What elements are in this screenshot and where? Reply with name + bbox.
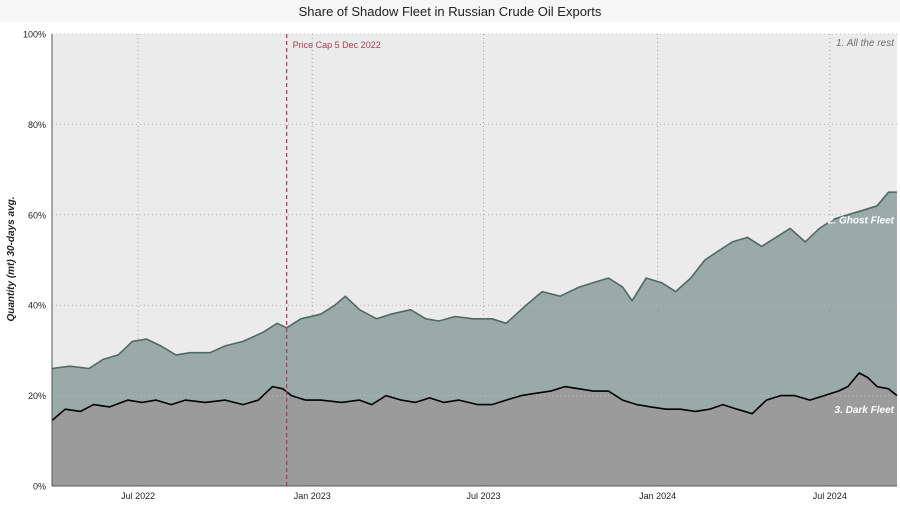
y-tick-label: 60% <box>28 210 46 220</box>
x-tick-label: Jul 2022 <box>121 491 155 501</box>
x-tick-label: Jul 2024 <box>813 491 847 501</box>
y-tick-label: 80% <box>28 120 46 130</box>
price-cap-label: Price Cap 5 Dec 2022 <box>293 40 381 50</box>
y-tick-label: 0% <box>33 482 46 492</box>
title-bar <box>0 0 900 22</box>
series-label-dark-fleet: 3. Dark Fleet <box>835 405 895 416</box>
line-dark-fleet <box>51 372 898 422</box>
y-axis-label: Quantity (mt) 30-days avg. <box>6 196 17 321</box>
line-ghost-fleet <box>51 191 897 370</box>
plot-area: 0% 20% 40% 60% 80% 100% Jul 2022 Jan 2023 Jul 20… <box>23 30 898 501</box>
x-tick-label: Jan 2024 <box>639 491 676 501</box>
x-tick-label: Jan 2023 <box>294 491 331 501</box>
series-label-ghost-fleet: 2. Ghost Fleet <box>827 215 895 226</box>
y-tick-label: 40% <box>28 301 46 311</box>
chart-title: Share of Shadow Fleet in Russian Crude O… <box>299 4 602 19</box>
y-tick-label: 100% <box>23 30 46 40</box>
series-label-all-the-rest: 1. All the rest <box>836 38 895 49</box>
area-dark-fleet <box>52 373 897 486</box>
x-tick-label: Jul 2023 <box>466 491 500 501</box>
y-tick-label: 20% <box>28 391 46 401</box>
